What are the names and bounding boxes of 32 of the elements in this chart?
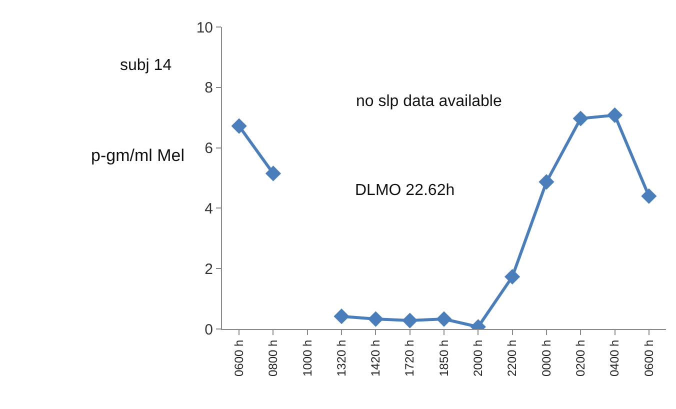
point bbox=[368, 311, 384, 327]
annotation: DLMO 22.62h bbox=[355, 182, 455, 199]
point bbox=[606, 107, 623, 123]
x-tick-label: 0000 h bbox=[539, 340, 554, 377]
y-tick-label: 4 bbox=[204, 200, 213, 218]
point bbox=[504, 268, 520, 285]
point bbox=[538, 174, 554, 190]
x-tick-label: 1420 h bbox=[368, 340, 383, 377]
y-tick-label: 10 bbox=[196, 19, 213, 36]
x-tick-label: 2000 h bbox=[471, 340, 486, 377]
x-tick-label: 1720 h bbox=[402, 340, 417, 377]
point bbox=[572, 110, 588, 126]
text: subj 14 bbox=[120, 57, 172, 74]
point bbox=[641, 188, 657, 204]
x-tick-label: 0600 h bbox=[642, 340, 656, 377]
x-tick-label: 2200 h bbox=[505, 340, 520, 377]
x-tick-label: 1000 h bbox=[300, 340, 314, 377]
y-axis-title: p-gm/ml Mel bbox=[91, 146, 185, 165]
point bbox=[402, 312, 418, 328]
y-tick-label: 2 bbox=[204, 260, 213, 278]
x-tick-label: 1320 h bbox=[334, 340, 348, 377]
point bbox=[436, 311, 452, 327]
x-tick-label: 1850 h bbox=[436, 340, 451, 377]
x-tick-label: 0400 h bbox=[608, 340, 622, 377]
y-tick-label: 6 bbox=[204, 140, 213, 158]
annotation: no slp data available bbox=[356, 93, 502, 110]
y-tick-label: 0 bbox=[204, 321, 213, 338]
x-tick-label: 0800 h bbox=[266, 340, 280, 377]
point bbox=[334, 308, 350, 324]
y-tick-label: 8 bbox=[204, 80, 213, 97]
x-tick-label: 0200 h bbox=[574, 340, 588, 377]
x-tick-label: 0600 h bbox=[232, 340, 246, 377]
